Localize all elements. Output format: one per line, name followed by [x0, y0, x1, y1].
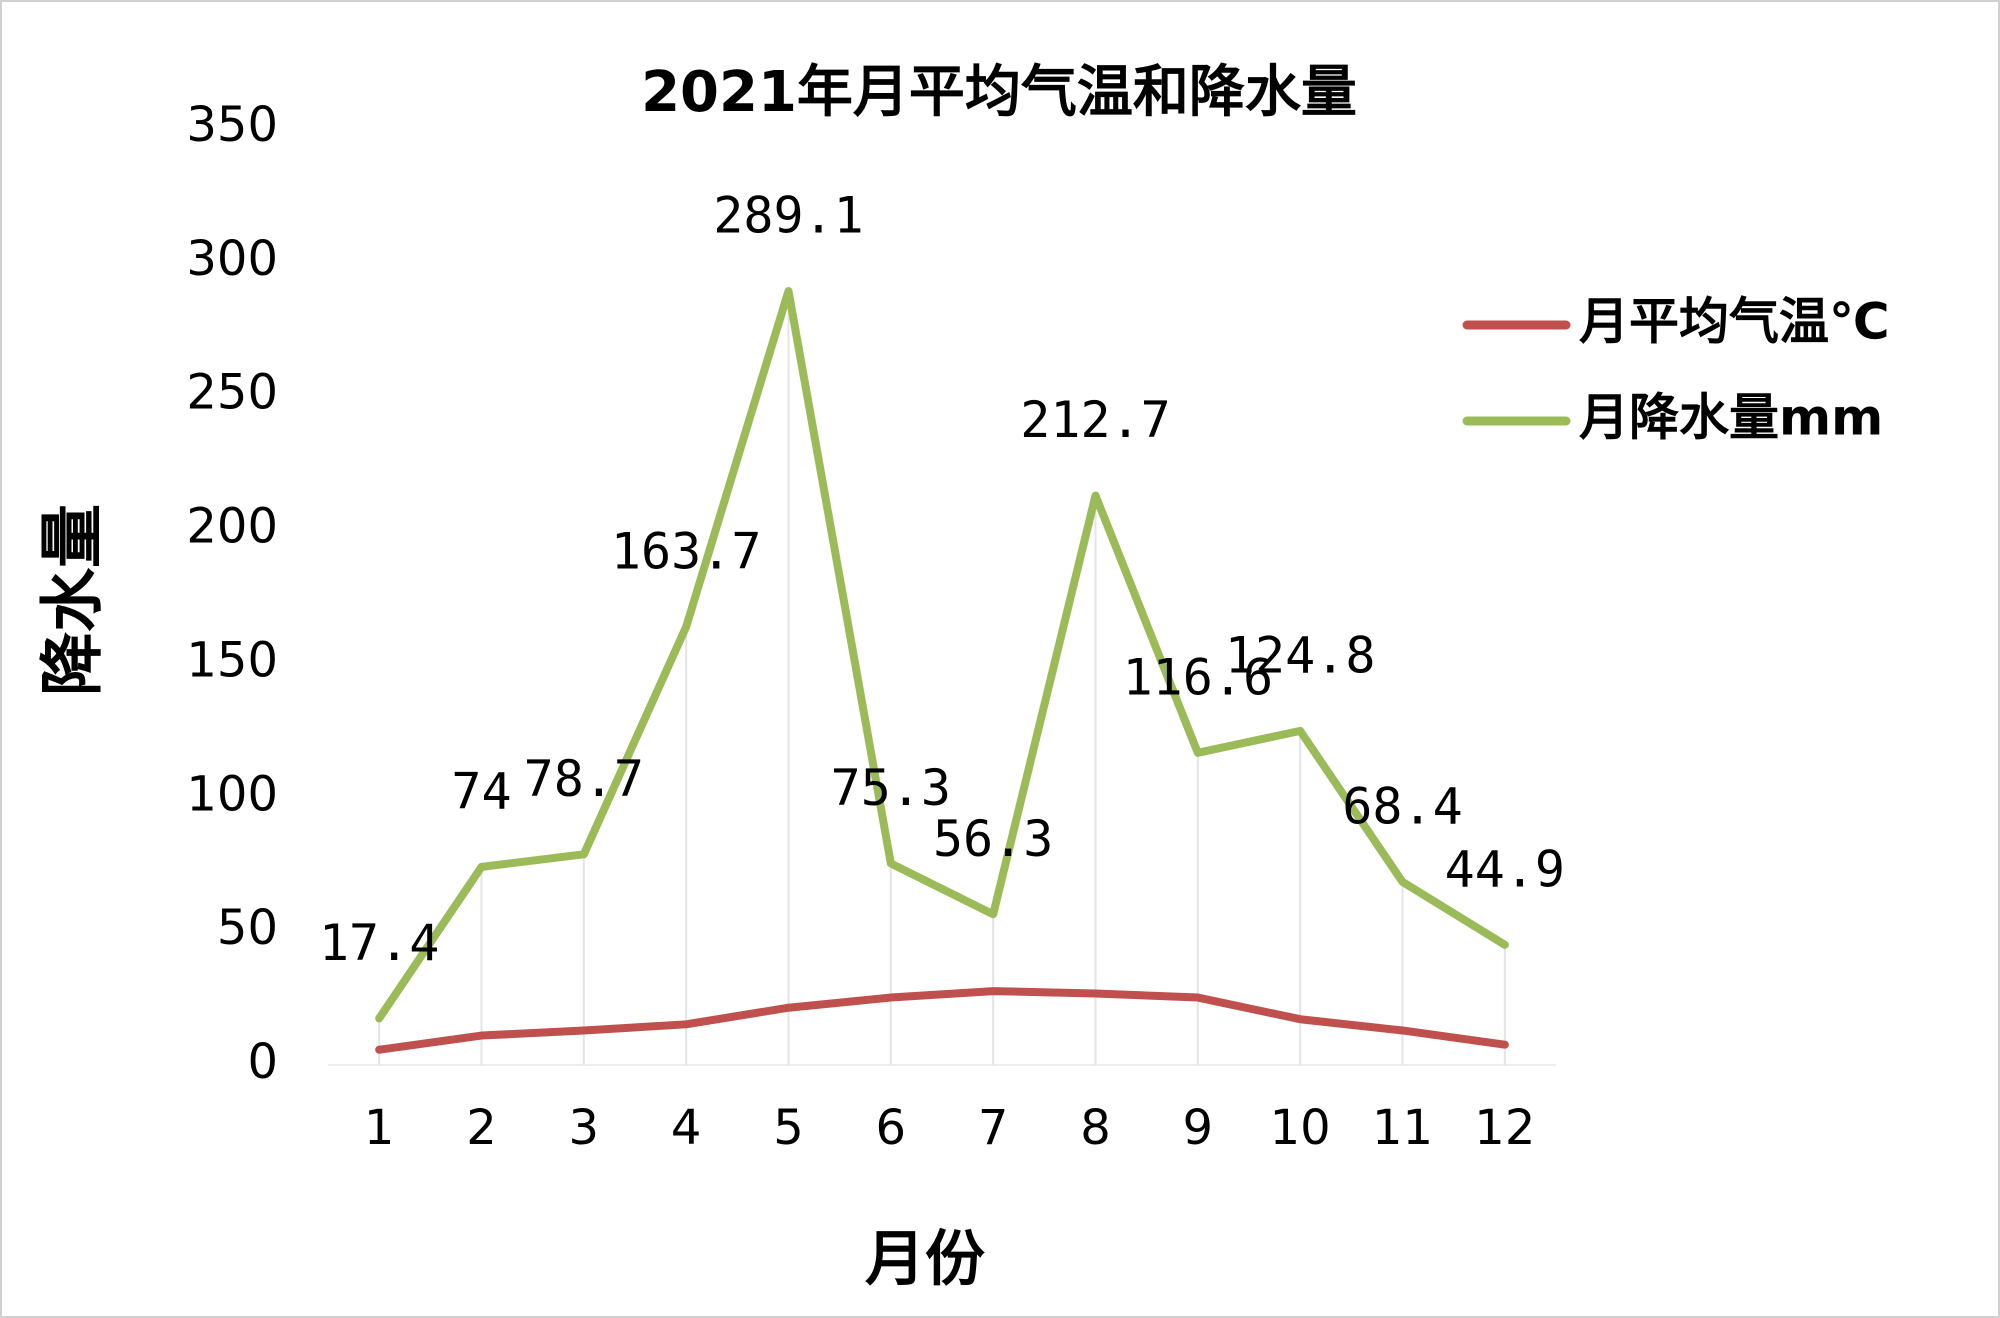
y-tick-label: 250: [186, 365, 278, 421]
x-axis-label: 月份: [865, 1225, 985, 1295]
x-tick-label: 5: [773, 1100, 804, 1156]
data-label: 124.8: [1225, 626, 1376, 684]
y-tick-label: 50: [217, 900, 278, 956]
y-tick-label: 200: [186, 499, 278, 555]
legend-label: 月平均气温℃: [1579, 293, 1890, 351]
y-tick-label: 0: [247, 1034, 278, 1090]
data-label: 44.9: [1445, 840, 1565, 898]
x-tick-label: 10: [1270, 1100, 1331, 1156]
data-label: 74: [451, 762, 511, 820]
series-line: [375, 987, 1509, 1054]
y-tick-label: 100: [186, 766, 278, 822]
x-tick-label: 7: [978, 1100, 1009, 1156]
series-line: [375, 287, 1509, 1023]
y-tick-label: 150: [186, 632, 278, 688]
data-label: 212.7: [1020, 391, 1171, 449]
x-tick-label: 3: [569, 1100, 600, 1156]
legend-label: 月降水量mm: [1579, 389, 1883, 447]
data-label: 56.3: [933, 810, 1053, 868]
x-tick-label: 11: [1372, 1100, 1433, 1156]
y-tick-label: 300: [186, 231, 278, 287]
y-axis-label: 降水量: [37, 504, 111, 696]
x-tick-label: 8: [1080, 1100, 1111, 1156]
data-label: 289.1: [713, 187, 864, 245]
chart-title: 2021年月平均气温和降水量: [641, 60, 1357, 125]
data-label: 163.7: [611, 522, 762, 580]
x-tick-label: 2: [466, 1100, 497, 1156]
data-label: 17.4: [319, 914, 439, 972]
data-label: 68.4: [1342, 777, 1462, 835]
x-tick-label: 6: [876, 1100, 907, 1156]
x-tick-label: 9: [1183, 1100, 1214, 1156]
data-label: 116.6: [1123, 648, 1274, 706]
x-tick-label: 4: [671, 1100, 702, 1156]
y-tick-label: 350: [186, 97, 278, 153]
x-tick-label: 1: [364, 1100, 395, 1156]
data-label: 75.3: [831, 759, 951, 817]
x-tick-label: 12: [1474, 1100, 1535, 1156]
data-label: 78.7: [524, 750, 644, 808]
